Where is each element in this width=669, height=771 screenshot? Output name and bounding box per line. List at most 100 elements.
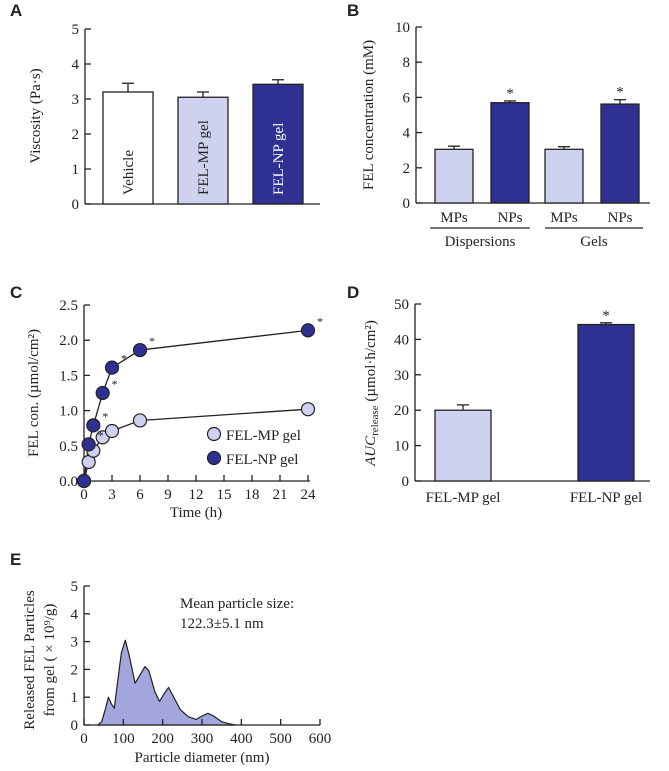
bar	[490, 102, 530, 204]
x-tick-label: 500	[269, 731, 292, 747]
bar	[434, 148, 474, 204]
panel-label: E	[10, 550, 21, 569]
x-tick-label: 400	[230, 731, 253, 747]
y-tick-label: 5	[72, 22, 80, 38]
legend-label: FEL-MP gel	[226, 428, 301, 444]
x-tick-label: 600	[309, 731, 332, 747]
annotation-line1: Mean particle size:	[180, 596, 294, 612]
data-point	[132, 413, 148, 428]
y-tick-label: 10	[394, 439, 409, 455]
y-tick-label: 50	[394, 297, 409, 313]
y-tick-label: 4	[71, 607, 79, 623]
x-tick-label: 18	[245, 487, 260, 503]
bar	[434, 409, 492, 482]
bar	[177, 96, 229, 205]
category-label: NPs	[497, 210, 522, 226]
y-tick-label: 2	[71, 662, 79, 678]
legend-marker	[206, 450, 222, 466]
y-tick-label: 20	[394, 403, 409, 419]
y-axis-label: AUCrelease (µmol·h/cm²)	[363, 320, 381, 467]
y-tick-label: 5	[71, 579, 79, 595]
y-tick-label: 30	[394, 368, 409, 384]
data-point	[76, 473, 92, 489]
bar	[544, 148, 584, 204]
data-point	[95, 385, 110, 401]
legend-marker	[206, 426, 222, 442]
y-tick-label: 1	[71, 690, 79, 706]
category-label: MPs	[550, 210, 578, 226]
y-tick-label: 2.0	[59, 333, 78, 349]
significance-marker: *	[102, 409, 108, 423]
y-tick-label: 4	[72, 57, 80, 73]
x-axis-label: Particle diameter (nm)	[135, 750, 270, 766]
x-tick-label: 12	[189, 487, 204, 503]
ylabel-main: AUC	[363, 435, 379, 467]
significance-marker: *	[98, 428, 104, 442]
x-tick-label: 100	[112, 731, 135, 747]
y-tick-label: 0	[403, 196, 411, 212]
y-tick-label: 40	[394, 332, 409, 348]
y-axis-label: Viscosity (Pa·s)	[28, 68, 44, 163]
y-tick-label: 0	[72, 197, 80, 213]
category-label: FEL-MP gel	[426, 490, 501, 506]
x-tick-label: 24	[301, 487, 317, 503]
y-tick-label: 0	[71, 718, 79, 734]
annotation-line2: 122.3±5.1 nm	[180, 616, 264, 632]
y-tick-label: 2	[403, 161, 411, 177]
y-tick-label: 1.0	[59, 404, 78, 420]
y-tick-label: 10	[395, 20, 410, 36]
y-tick-label: 1.5	[59, 368, 78, 384]
group-label: Gels	[580, 234, 608, 250]
x-tick-label: 15	[217, 487, 232, 503]
y-tick-label: 2	[72, 127, 80, 143]
bar	[577, 323, 635, 482]
x-tick-label: 9	[164, 487, 172, 503]
x-axis-label: Time (h)	[170, 505, 222, 521]
y-tick-label: 4	[403, 126, 411, 142]
y-tick-label: 3	[72, 92, 80, 108]
bar	[600, 103, 640, 204]
ylabel-sub: release	[369, 405, 381, 436]
bar-label: Vehicle	[121, 150, 137, 195]
legend-label: FEL-NP gel	[226, 452, 298, 468]
significance-marker: *	[506, 86, 514, 102]
distribution-area	[97, 639, 236, 726]
y-tick-label: 3	[71, 635, 79, 651]
x-tick-label: 200	[151, 731, 174, 747]
y-tick-label: 0	[402, 474, 410, 490]
category-label: FEL-NP gel	[570, 490, 642, 506]
data-point	[86, 418, 101, 433]
data-point	[132, 342, 148, 358]
panel-label: C	[10, 283, 22, 302]
bar-label: FEL-NP gel	[271, 123, 287, 195]
significance-marker: *	[121, 352, 127, 366]
x-tick-label: 21	[273, 487, 288, 503]
data-point	[81, 437, 96, 452]
y-axis-label-line2: from gel ( × 10⁹/g)	[42, 604, 58, 717]
ylabel-unit: (µmol·h/cm²)	[363, 320, 379, 405]
bar-label: FEL-MP gel	[196, 120, 212, 195]
y-tick-label: 6	[403, 90, 411, 106]
y-tick-label: 2.5	[59, 298, 78, 314]
significance-marker: *	[616, 85, 624, 101]
significance-marker: *	[317, 314, 323, 328]
x-tick-label: 0	[80, 487, 88, 503]
y-tick-label: 1	[72, 162, 80, 178]
significance-marker: *	[602, 308, 610, 324]
group-label: Dispersions	[445, 234, 516, 250]
y-axis-label: FEL concentration (mM)	[361, 40, 377, 190]
category-label: MPs	[440, 210, 468, 226]
series-line	[83, 408, 309, 482]
y-tick-label: 0.0	[59, 474, 78, 490]
significance-marker: *	[112, 377, 118, 391]
panel-label: D	[347, 283, 359, 302]
panel-label: A	[10, 1, 22, 20]
data-point	[300, 323, 316, 338]
panel-label: B	[347, 1, 359, 20]
bar	[102, 91, 154, 205]
x-tick-label: 0	[80, 731, 88, 747]
data-point	[104, 423, 120, 439]
data-point	[104, 360, 120, 375]
bar	[252, 83, 304, 205]
